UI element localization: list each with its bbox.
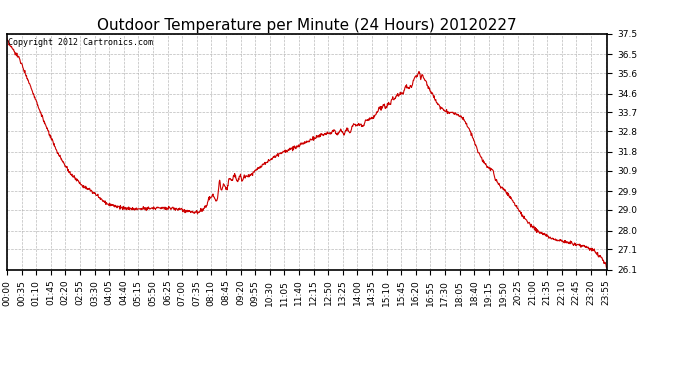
Text: Copyright 2012 Cartronics.com: Copyright 2012 Cartronics.com [8,39,153,48]
Title: Outdoor Temperature per Minute (24 Hours) 20120227: Outdoor Temperature per Minute (24 Hours… [97,18,517,33]
